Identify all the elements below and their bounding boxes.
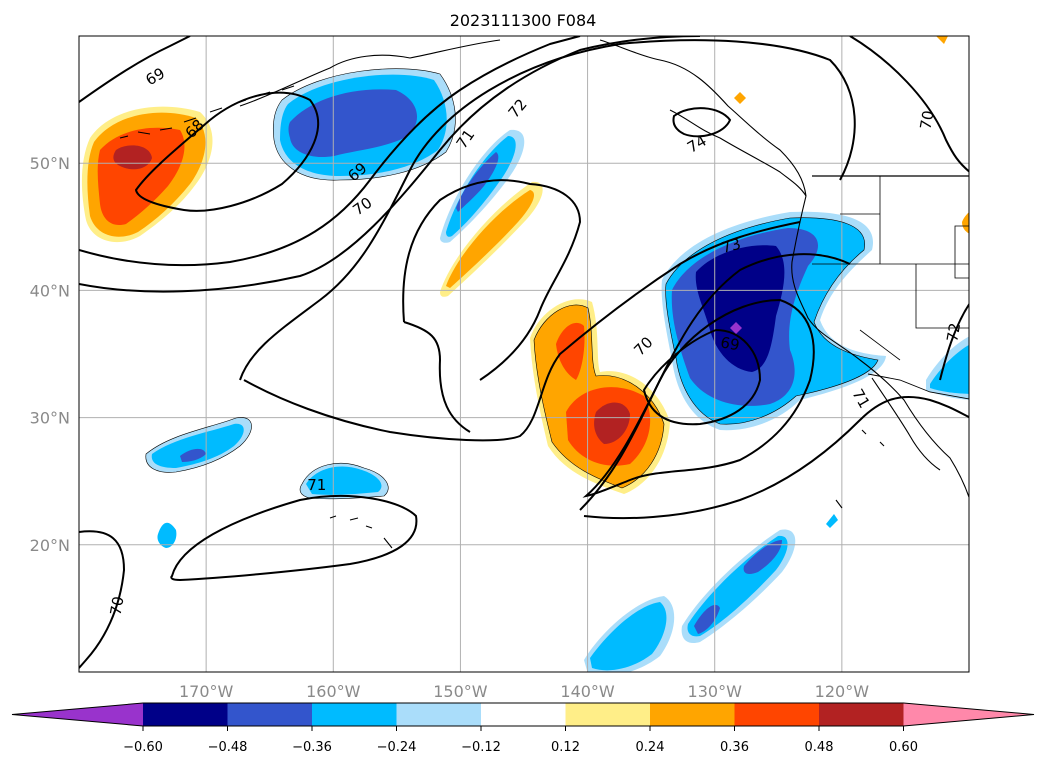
anomaly-negative-east-max xyxy=(730,322,742,334)
lat-tick-label: 20°N xyxy=(30,536,70,555)
colorbar-segment xyxy=(396,703,482,726)
colorbar-extend-max xyxy=(903,703,1034,726)
colorbar-segment xyxy=(650,703,735,726)
contour-69-nw xyxy=(79,36,191,103)
contour-label: 70 xyxy=(107,595,128,617)
lat-tick-label: 40°N xyxy=(30,281,70,300)
anomaly-negative-aleutian-048 xyxy=(288,89,418,158)
colorbar-extend-min xyxy=(12,703,143,726)
contour-68 xyxy=(134,91,320,212)
colorbar-tick-label: 0.12 xyxy=(551,740,580,755)
contour-70-trough xyxy=(239,39,856,381)
anomaly-negative-small-west xyxy=(157,522,177,548)
coastline-alaska xyxy=(239,39,807,197)
contour-71 xyxy=(243,221,801,442)
longitude-tick-labels: 170°W 160°W 150°W 140°W 130°W 120°W xyxy=(179,682,869,701)
contour-71-south xyxy=(583,395,969,520)
anomaly-positive-central-048 xyxy=(594,402,630,444)
contour-70-low xyxy=(582,298,815,498)
contour-label: 69 xyxy=(719,333,741,354)
anomaly-positive-corner xyxy=(962,212,969,234)
lon-tick-label: 160°W xyxy=(306,682,361,701)
anomaly-negative-west-048 xyxy=(180,448,206,462)
height-contours xyxy=(79,36,969,669)
coastlines xyxy=(119,39,969,549)
shaded-anomalies xyxy=(81,36,969,672)
colorbar-tick-label: 0.48 xyxy=(805,740,834,755)
anomaly-positive-corner-ne xyxy=(936,36,948,44)
colorbar-segment xyxy=(312,703,397,726)
colorbar-tick-label: 0.36 xyxy=(720,740,749,755)
contour-70-north xyxy=(79,36,701,293)
anomaly-negative-small-east xyxy=(826,514,838,528)
latitude-tick-labels: 20°N 30°N 40°N 50°N xyxy=(30,154,70,555)
contour-label: 71 xyxy=(307,476,326,494)
anomaly-negative-streak-048 xyxy=(456,152,499,212)
lon-tick-label: 170°W xyxy=(179,682,234,701)
outline-west xyxy=(145,417,252,473)
lon-tick-label: 140°W xyxy=(560,682,615,701)
contour-label: 72 xyxy=(943,321,964,343)
anomaly-negative-hawaii-036 xyxy=(306,466,382,495)
lat-tick-label: 50°N xyxy=(30,154,70,173)
contour-69-low xyxy=(642,328,762,426)
colorbar: −0.60 −0.48 −0.36 −0.24 −0.12 0.12 0.24 0.36 0.4… xyxy=(11,702,1035,755)
colorbar-tick-label: −0.48 xyxy=(208,740,248,755)
anomaly-negative-baja-036 xyxy=(930,344,969,394)
anomaly-positive-dot-alaska xyxy=(734,92,746,104)
contour-70-ne xyxy=(849,36,969,173)
coastline-bc xyxy=(669,109,807,197)
contour-69 xyxy=(79,36,581,267)
outline-hawaii xyxy=(299,462,389,500)
lon-tick-label: 120°W xyxy=(815,682,870,701)
anomaly-negative-streak-se-048b xyxy=(743,540,782,574)
outline-east xyxy=(665,217,879,425)
anomaly-negative-streak-se-048 xyxy=(694,604,720,634)
colorbar-tick-label: −0.36 xyxy=(292,740,332,755)
lon-tick-label: 150°W xyxy=(433,682,488,701)
outline-aleutian xyxy=(272,68,456,181)
anomaly-negative-west-036 xyxy=(151,423,244,468)
colorbar-tick-label: 0.60 xyxy=(889,740,918,755)
lat-tick-label: 30°N xyxy=(30,409,70,428)
lon-tick-label: 130°W xyxy=(688,682,743,701)
contour-73 xyxy=(579,253,851,511)
contour-label: 70 xyxy=(917,109,938,131)
anomaly-positive-streak-024 xyxy=(446,190,534,288)
anomaly-outlines xyxy=(145,68,879,500)
colorbar-segment xyxy=(819,703,904,726)
contour-72-east xyxy=(939,302,969,381)
colorbar-tick-label: −0.60 xyxy=(123,740,163,755)
figure-title: 2023111300 F084 xyxy=(450,11,597,30)
contour-label: 73 xyxy=(720,235,743,257)
border-us-mexico xyxy=(867,373,969,400)
coastline-baja xyxy=(871,377,941,471)
anomaly-positive-central-036a xyxy=(556,322,585,380)
map-frame xyxy=(78,35,970,673)
colorbar-segment xyxy=(734,703,820,726)
contour-70-sw xyxy=(79,530,126,669)
colorbar-tick-label: −0.24 xyxy=(377,740,417,755)
contour-74 xyxy=(672,107,732,138)
colorbar-tick-label: −0.12 xyxy=(461,740,501,755)
contour-72-ridge xyxy=(402,179,582,381)
coastline-mexico-islands xyxy=(835,429,885,509)
colorbar-segment xyxy=(143,703,228,726)
colorbar-tick-label: 0.24 xyxy=(636,740,665,755)
contour-72-loop xyxy=(403,321,471,433)
anomaly-negative-south-036 xyxy=(590,602,667,671)
coastline-us-west xyxy=(791,195,969,499)
colorbar-segment xyxy=(565,703,651,726)
colorbar-segment xyxy=(481,703,566,726)
outline-central-positive xyxy=(533,304,665,489)
contour-71-hawaii xyxy=(170,495,418,582)
border-states xyxy=(812,176,969,361)
coastline-hawaii xyxy=(329,515,393,549)
colorbar-segment xyxy=(227,703,313,726)
